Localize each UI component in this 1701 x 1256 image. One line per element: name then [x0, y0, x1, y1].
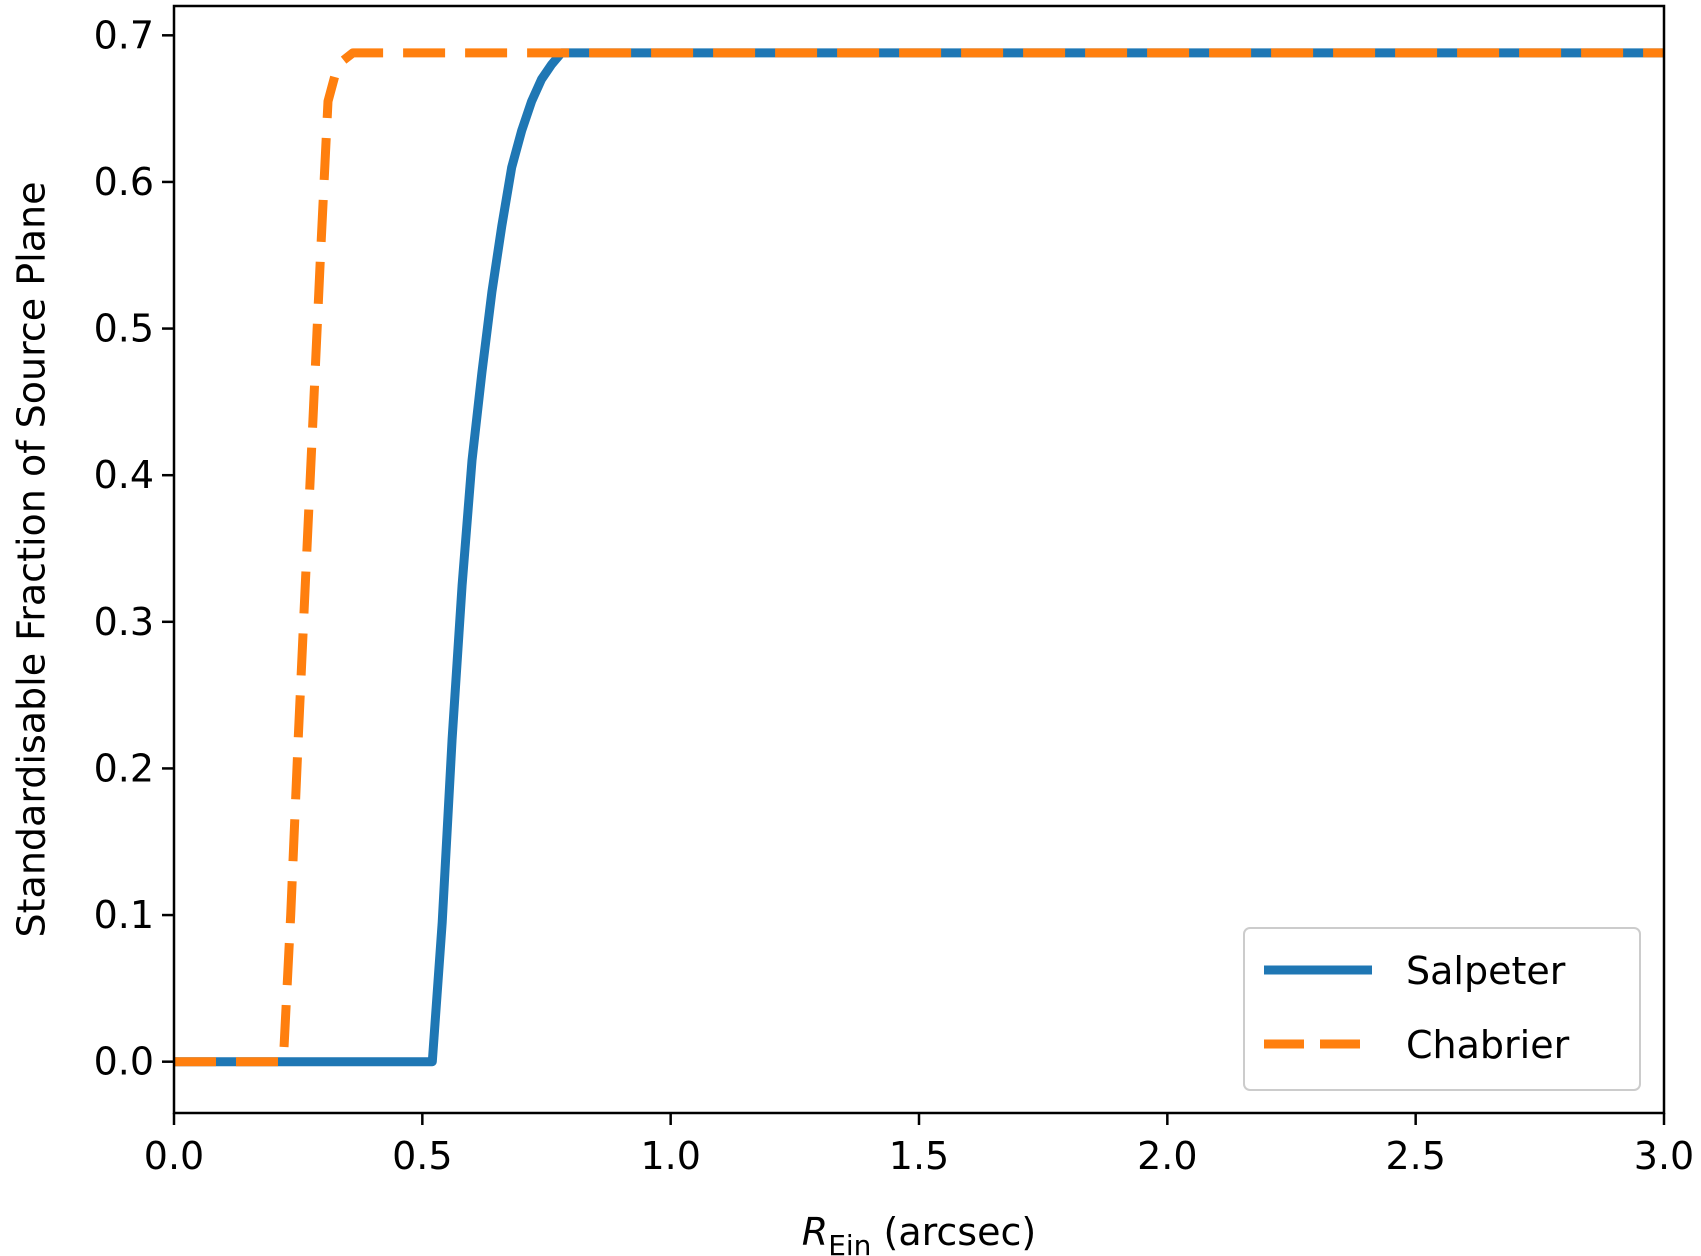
ticks-layer: 0.0 0.5 1.0 1.5 2.0 2.5 3.0 0.0 0.1 0.2 0.3 0.4 0.5 0…	[94, 13, 1695, 1178]
x-tick-label: 0.5	[392, 1134, 452, 1178]
x-axis-label-subscript: Ein	[828, 1229, 871, 1256]
legend-label-salpeter: Salpeter	[1406, 949, 1566, 993]
x-tick-label: 1.5	[889, 1134, 949, 1178]
y-tick-label: 0.1	[94, 893, 154, 937]
y-tick-label: 0.7	[94, 13, 154, 57]
x-tick-label: 0.0	[144, 1134, 204, 1178]
y-tick-label: 0.2	[94, 746, 154, 790]
x-axis-label: REin (arcsec)	[802, 1210, 1036, 1256]
y-tick-label: 0.0	[94, 1040, 154, 1084]
x-tick-label: 2.5	[1385, 1134, 1445, 1178]
y-axis-label: Standardisable Fraction of Source Plane	[10, 182, 54, 938]
y-tick-label: 0.6	[94, 160, 154, 204]
x-axis-label-unit: (arcsec)	[871, 1210, 1036, 1254]
legend-label-chabrier: Chabrier	[1406, 1023, 1570, 1067]
x-tick-label: 2.0	[1137, 1134, 1197, 1178]
x-axis-label-symbol: R	[802, 1210, 828, 1254]
y-tick-label: 0.3	[94, 600, 154, 644]
y-tick-label: 0.5	[94, 307, 154, 351]
x-tick-label: 3.0	[1634, 1134, 1694, 1178]
legend: Salpeter Chabrier	[1243, 927, 1641, 1091]
x-tick-label: 1.0	[640, 1134, 700, 1178]
series-layer	[174, 48, 1664, 1067]
series-line-salpeter	[174, 48, 1664, 1067]
y-tick-label: 0.4	[94, 453, 154, 497]
series-line-chabrier	[174, 48, 1664, 1067]
